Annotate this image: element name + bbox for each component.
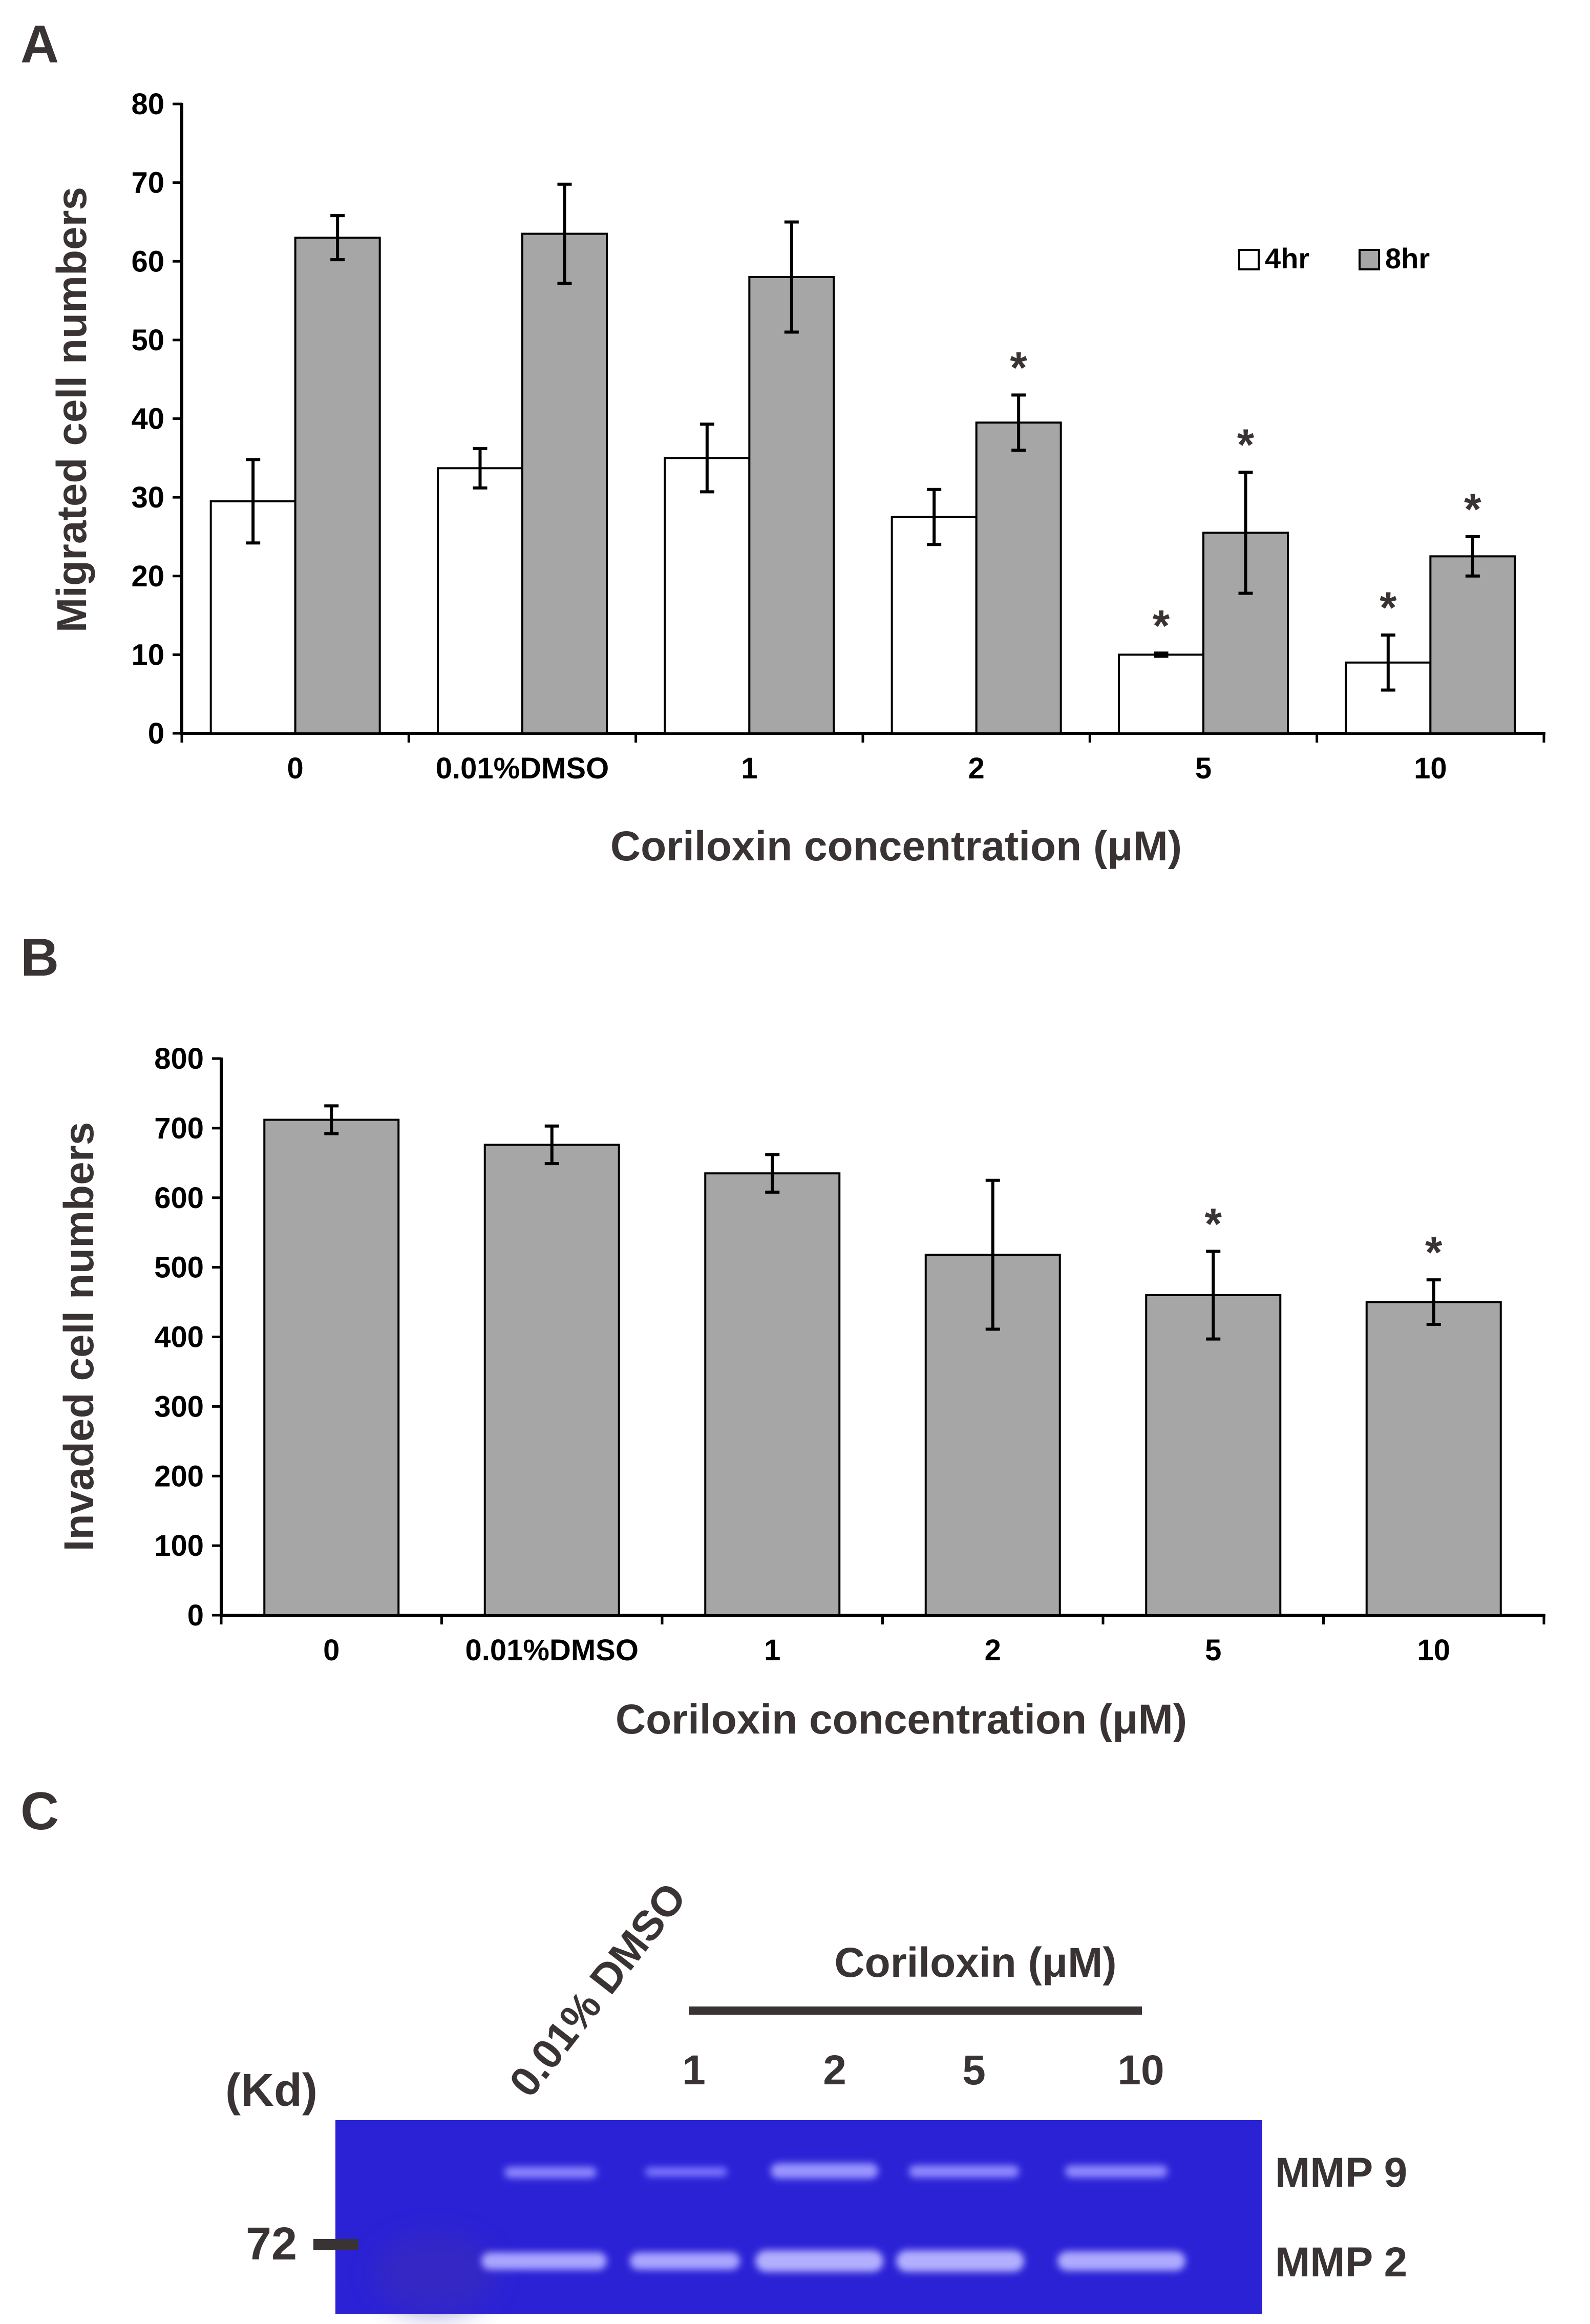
lane-label-2: 2 bbox=[823, 2047, 846, 2094]
bar-Invaded-0 bbox=[263, 1118, 400, 1617]
x-tick-label: 10 bbox=[1414, 752, 1447, 785]
coriloxin-group-label: Coriloxin (μM) bbox=[834, 1939, 1116, 1986]
mmp9-band-5 bbox=[909, 2165, 1019, 2178]
x-tick-label: 5 bbox=[1205, 1634, 1221, 1667]
kd-label: (Kd) bbox=[225, 2065, 317, 2116]
panel-a-y-axis-label: Migrated cell numbers bbox=[49, 187, 95, 632]
mmp2-band-2 bbox=[755, 2250, 883, 2272]
panel-b-chart: 0 100 200 300 400 500 600 700 800 0 0.01%DMSO 1 2 5 * 1… bbox=[154, 1042, 1545, 1667]
x-tick-label: 2 bbox=[968, 752, 985, 785]
panel-b-x-axis-label: Coriloxin concentration (μM) bbox=[616, 1696, 1187, 1743]
mw-marker-label: 72 bbox=[246, 2219, 297, 2270]
y-tick-label: 40 bbox=[131, 403, 164, 436]
x-tick-label: 1 bbox=[741, 752, 757, 785]
mmp9-band-1 bbox=[645, 2167, 727, 2177]
y-tick-label: 60 bbox=[131, 245, 164, 278]
x-tick-label: 0 bbox=[323, 1634, 340, 1667]
bar-4hr-1 bbox=[664, 457, 751, 734]
significance-marker: * bbox=[1205, 1199, 1222, 1249]
panel-b-y-axis-label: Invaded cell numbers bbox=[56, 1122, 102, 1552]
significance-marker: * bbox=[1010, 343, 1027, 392]
bar-Invaded-1 bbox=[704, 1172, 841, 1617]
y-tick-label: 0 bbox=[187, 1599, 204, 1632]
bar-8hr-10 bbox=[1429, 555, 1516, 734]
bar-Invaded-5 bbox=[1145, 1294, 1282, 1617]
bar-Invaded-10 bbox=[1365, 1301, 1502, 1616]
panel-b-letter: B bbox=[20, 928, 59, 987]
y-tick-label: 500 bbox=[154, 1251, 204, 1284]
panel-c: C 0.01% DMSO Coriloxin (μM) 1 2 5 10 (Kd… bbox=[20, 1782, 1407, 2315]
panel-c-letter: C bbox=[20, 1782, 59, 1841]
mw-marker-tick bbox=[313, 2239, 358, 2250]
x-tick-label: 1 bbox=[764, 1634, 780, 1667]
panel-a-letter: A bbox=[20, 15, 59, 74]
bar-Invaded-0.01%DMSO bbox=[483, 1144, 620, 1617]
x-tick-label: 0.01%DMSO bbox=[465, 1634, 639, 1667]
mmp2-bands bbox=[481, 2250, 1185, 2272]
y-tick-label: 100 bbox=[154, 1529, 204, 1562]
legend-swatch-8hr bbox=[1359, 249, 1380, 270]
mmp2-band-1 bbox=[630, 2252, 740, 2270]
y-tick-label: 30 bbox=[131, 481, 164, 514]
mmp9-label: MMP 9 bbox=[1275, 2149, 1407, 2196]
y-tick-label: 800 bbox=[154, 1042, 204, 1075]
mmp2-band-10 bbox=[1057, 2251, 1185, 2271]
significance-marker: * bbox=[1425, 1228, 1443, 1277]
significance-marker: * bbox=[1464, 485, 1481, 534]
gel-smudge bbox=[374, 2233, 497, 2315]
y-tick-label: 300 bbox=[154, 1390, 204, 1423]
lane-label-1: 1 bbox=[682, 2047, 706, 2094]
lane-label-5: 5 bbox=[962, 2047, 986, 2094]
bar-8hr-2 bbox=[975, 421, 1062, 734]
significance-marker: * bbox=[1153, 601, 1170, 650]
mmp9-band-dmso bbox=[504, 2167, 597, 2178]
y-tick-label: 0 bbox=[148, 717, 164, 750]
panel-a-x-axis-label: Coriloxin concentration (μM) bbox=[610, 823, 1182, 870]
mmp9-bands bbox=[504, 2163, 1168, 2179]
bar-4hr-2 bbox=[891, 516, 978, 734]
y-tick-label: 50 bbox=[131, 324, 164, 357]
y-tick-label: 70 bbox=[131, 166, 164, 200]
dmso-lane-label: 0.01% DMSO bbox=[500, 1874, 695, 2105]
panel-a-chart: 0 10 20 30 40 50 60 70 80 0 0.01%DMSO 1 2 * 5 * * 10 * * bbox=[131, 88, 1545, 785]
bar-4hr-0.01%DMSO bbox=[437, 467, 523, 734]
zymography-gel bbox=[335, 2120, 1262, 2315]
x-tick-label: 2 bbox=[985, 1634, 1001, 1667]
lane-label-10: 10 bbox=[1117, 2047, 1164, 2094]
y-tick-label: 700 bbox=[154, 1112, 204, 1145]
y-tick-label: 80 bbox=[131, 88, 164, 121]
bar-4hr-5 bbox=[1118, 653, 1204, 734]
y-tick-label: 10 bbox=[131, 638, 164, 671]
legend-label-8hr: 8hr bbox=[1385, 242, 1430, 274]
bar-8hr-0.01%DMSO bbox=[521, 233, 608, 734]
y-tick-label: 400 bbox=[154, 1321, 204, 1354]
significance-marker: * bbox=[1380, 583, 1397, 632]
legend-label-4hr: 4hr bbox=[1265, 242, 1309, 274]
mmp9-band-10 bbox=[1065, 2165, 1168, 2178]
mmp2-band-5 bbox=[896, 2250, 1024, 2272]
legend-swatch-4hr bbox=[1238, 249, 1260, 270]
mmp9-band-2 bbox=[771, 2163, 878, 2179]
x-tick-label: 0.01%DMSO bbox=[436, 752, 609, 785]
y-tick-label: 600 bbox=[154, 1181, 204, 1215]
panel-b: B 0 100 200 300 400 500 600 700 800 0 0.01%DMSO 1 2 5… bbox=[20, 928, 1545, 1743]
mmp2-band-dmso bbox=[481, 2252, 607, 2270]
y-tick-label: 200 bbox=[154, 1460, 204, 1493]
bar-8hr-0 bbox=[294, 237, 381, 735]
bar-8hr-1 bbox=[748, 276, 835, 734]
y-tick-label: 20 bbox=[131, 560, 164, 593]
x-tick-label: 5 bbox=[1195, 752, 1212, 785]
mmp2-label: MMP 2 bbox=[1275, 2239, 1407, 2286]
panel-a-legend: 4hr 8hr bbox=[1238, 242, 1430, 274]
significance-marker: * bbox=[1237, 420, 1255, 470]
x-tick-label: 10 bbox=[1417, 1634, 1450, 1667]
x-tick-label: 0 bbox=[287, 752, 304, 785]
